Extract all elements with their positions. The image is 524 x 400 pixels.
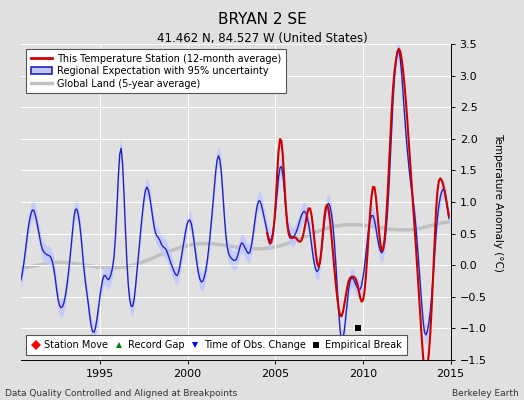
Text: Berkeley Earth: Berkeley Earth xyxy=(452,389,519,398)
Text: Data Quality Controlled and Aligned at Breakpoints: Data Quality Controlled and Aligned at B… xyxy=(5,389,237,398)
Text: 41.462 N, 84.527 W (United States): 41.462 N, 84.527 W (United States) xyxy=(157,32,367,45)
Text: BRYAN 2 SE: BRYAN 2 SE xyxy=(217,12,307,27)
Y-axis label: Temperature Anomaly (°C): Temperature Anomaly (°C) xyxy=(493,132,504,272)
Legend: Station Move, Record Gap, Time of Obs. Change, Empirical Break: Station Move, Record Gap, Time of Obs. C… xyxy=(26,336,407,355)
